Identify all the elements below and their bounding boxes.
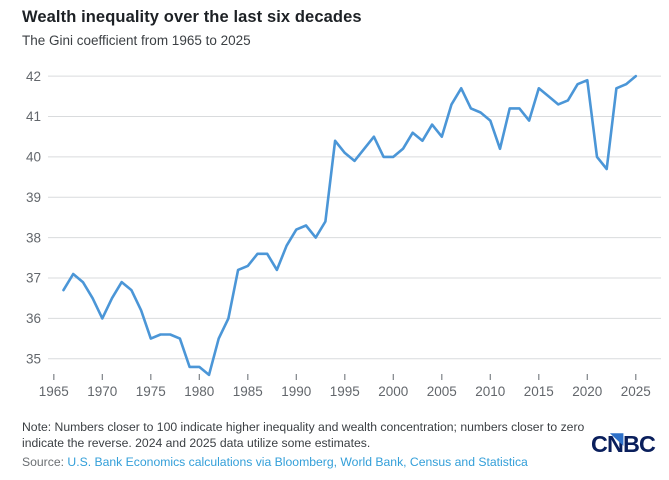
x-tick-label: 1995 [330,384,360,399]
y-tick-label: 42 [26,69,41,84]
y-tick-label: 38 [26,230,41,245]
x-tick-label: 2020 [572,384,602,399]
x-tick-label: 2025 [621,384,651,399]
gini-data-line [62,74,638,377]
gini-line-chart: 35 36 37 38 39 40 41 42 1965 1970 1975 1980 1985 1990… [0,58,669,410]
x-tick-label: 1980 [184,384,214,399]
footnote: Note: Numbers closer to 100 indicate hig… [22,420,585,451]
y-tick-label: 40 [26,150,41,165]
x-tick-label: 2010 [475,384,505,399]
y-tick-label: 36 [26,311,41,326]
cnbc-logo-text: CNBC [591,431,656,457]
x-tick-label: 2000 [378,384,408,399]
x-tick-label: 1985 [233,384,263,399]
cnbc-peacock-icon [609,433,624,446]
x-tick-label: 1975 [136,384,166,399]
x-tick-label: 2015 [524,384,554,399]
cnbc-logo: CNBC [591,431,657,457]
page-subtitle: The Gini coefficient from 1965 to 2025 [22,33,251,48]
x-tick-label: 2005 [427,384,457,399]
source-label: Source: [22,455,65,469]
y-tick-label: 35 [26,351,41,366]
x-tick-label: 1990 [281,384,311,399]
page-title: Wealth inequality over the last six deca… [22,8,362,26]
y-tick-label: 41 [26,109,41,124]
source-line: Source: U.S. Bank Economics calculations… [22,455,528,469]
chart-canvas: 35 36 37 38 39 40 41 42 1965 1970 1975 1980 1985 1990… [26,69,661,399]
source-link[interactable]: U.S. Bank Economics calculations via Blo… [67,455,528,469]
y-tick-label: 37 [26,271,41,286]
x-tick-label: 1970 [87,384,117,399]
y-tick-label: 39 [26,190,41,205]
x-tick-label: 1965 [39,384,69,399]
